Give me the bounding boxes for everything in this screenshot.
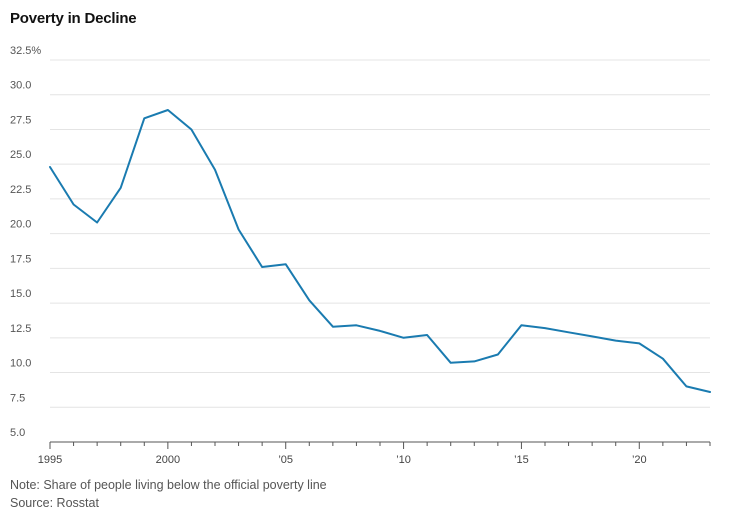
y-tick-label: 20.0 bbox=[10, 219, 31, 231]
series-layer bbox=[49, 109, 711, 393]
x-axis: 1995 2000 ’05 ’10 ’15 ’20 bbox=[38, 441, 711, 466]
y-tick-label: 32.5% bbox=[10, 45, 41, 57]
y-tick-label: 7.5 bbox=[10, 392, 25, 404]
series-line bbox=[49, 109, 711, 393]
gridlines bbox=[50, 59, 710, 408]
y-tick-label: 22.5 bbox=[10, 184, 31, 196]
x-tick-label: 1995 bbox=[38, 454, 62, 466]
y-tick-label: 25.0 bbox=[10, 149, 31, 161]
y-tick-label: 10.0 bbox=[10, 358, 31, 370]
x-tick-label: ’15 bbox=[514, 454, 529, 466]
chart-title: Poverty in Decline bbox=[10, 10, 137, 27]
x-tick-label: 2000 bbox=[156, 454, 180, 466]
line-chart: 5.0 7.5 10.0 12.5 15.0 17.5 20.0 22.5 25.0 27.5 30… bbox=[10, 45, 711, 466]
chart-note: Note: Share of people living below the o… bbox=[10, 478, 327, 492]
y-tick-label: 5.0 bbox=[10, 427, 25, 439]
y-tick-label: 30.0 bbox=[10, 80, 31, 92]
x-tick-label: ’20 bbox=[632, 454, 647, 466]
y-tick-label: 17.5 bbox=[10, 253, 31, 265]
x-tick-label: ’10 bbox=[396, 454, 411, 466]
y-tick-label: 12.5 bbox=[10, 323, 31, 335]
y-tick-label: 27.5 bbox=[10, 114, 31, 126]
x-tick-label: ’05 bbox=[278, 454, 293, 466]
y-axis-ticks: 5.0 7.5 10.0 12.5 15.0 17.5 20.0 22.5 25.0 27.5 30… bbox=[10, 45, 41, 439]
y-tick-label: 15.0 bbox=[10, 288, 31, 300]
chart-source: Source: Rosstat bbox=[10, 496, 99, 510]
